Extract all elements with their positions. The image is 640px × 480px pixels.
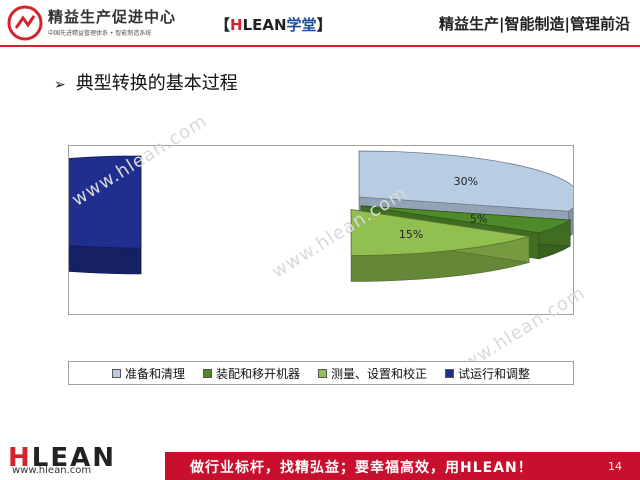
legend-swatch	[318, 368, 327, 378]
hlean-logo-icon	[7, 5, 43, 41]
chart-legend: 准备和清理 装配和移开机器 测量、设置和校正 试运行和调整	[68, 361, 574, 385]
pie-slice-side	[69, 245, 142, 275]
brand-subtitle: 中国先进精益管理体系 • 智能制造系统	[48, 30, 152, 37]
footer-logo-h: H	[8, 443, 32, 473]
pie-data-label: 5%	[470, 212, 487, 225]
pie-chart: 30%5%15%50%	[69, 150, 573, 282]
tag-study: 学堂	[286, 16, 317, 34]
legend-swatch	[445, 368, 455, 378]
legend-label: 装配和移开机器	[215, 366, 300, 381]
pie-data-label: 15%	[399, 228, 423, 241]
legend-swatch	[202, 368, 212, 378]
legend-label: 准备和清理	[124, 366, 185, 381]
hlean-study-tag: 【HLEAN学堂】	[215, 14, 332, 35]
pie-slice	[358, 150, 573, 212]
page-number: 14	[608, 460, 622, 473]
bullet-arrow-icon: ➢	[54, 77, 66, 93]
pie-chart-area: 30%5%15%50%	[68, 145, 574, 315]
slide-title-text: 典型转换的基本过程	[75, 73, 238, 94]
slide-title: ➢ 典型转换的基本过程	[54, 69, 238, 95]
legend-label: 试运行和调整	[458, 366, 531, 381]
footer-logo: HLEAN	[8, 443, 116, 473]
brand-name: 精益生产促进中心	[48, 8, 177, 26]
pie-slice	[360, 205, 572, 234]
header-slogan: 精益生产|智能制造|管理前沿	[439, 15, 630, 33]
header: 精益生产促进中心 中国先进精益管理体系 • 智能制造系统 【HLEAN学堂】 精…	[0, 0, 640, 47]
legend-label: 测量、设置和校正	[331, 366, 428, 381]
tag-open: 【	[215, 16, 231, 34]
legend-item: 测量、设置和校正	[318, 365, 427, 382]
legend-swatch	[111, 368, 121, 378]
tag-h: H	[230, 16, 243, 34]
legend-item: 装配和移开机器	[202, 365, 300, 382]
legend-item: 准备和清理	[111, 365, 185, 382]
legend-item: 试运行和调整	[445, 365, 530, 382]
footer-url: www.hlean.com	[12, 465, 92, 476]
tag-close: 】	[316, 16, 332, 34]
footer-bar	[165, 452, 640, 480]
pie-data-label: 30%	[454, 175, 478, 188]
tag-lean: LEAN	[242, 16, 287, 34]
pie-slice	[350, 209, 530, 256]
pie-slice	[69, 155, 142, 249]
header-divider	[0, 45, 640, 47]
footer-logo-rest: LEAN	[31, 443, 116, 473]
footer-slogan: 做行业标杆，找精弘益；要幸福高效，用HLEAN！	[190, 460, 533, 476]
